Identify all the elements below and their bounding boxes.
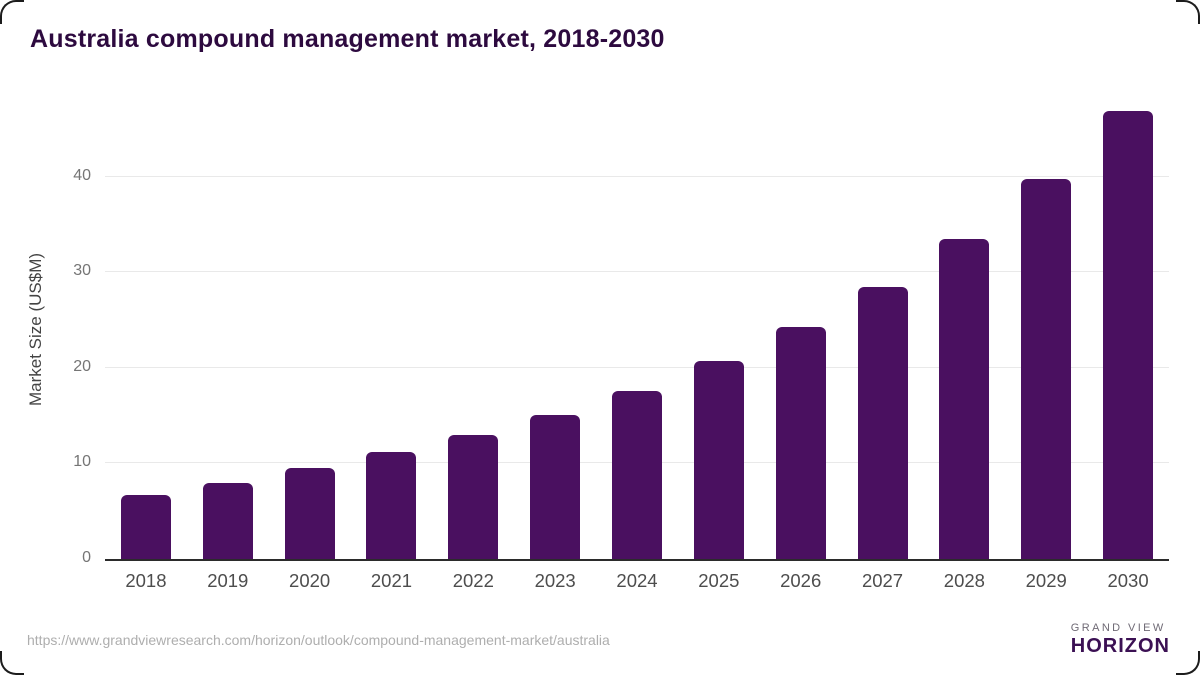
x-tick-label-2022: 2022 — [452, 570, 494, 591]
grand-view-horizon-logo: GRAND VIEW HORIZON — [1016, 618, 1170, 662]
bar-slot-2020 — [269, 100, 351, 559]
y-axis-title: Market Size (US$M) — [26, 252, 45, 407]
plot-area: 0 10 20 30 40 — [73, 100, 1169, 566]
bar-2029 — [1021, 179, 1072, 559]
x-tick-labels: 2018 2019 2020 2021 2022 2023 2024 2025 2026 2027… — [105, 570, 1169, 592]
bar-2030 — [1103, 111, 1154, 559]
x-tick-label-2030: 2030 — [1107, 570, 1149, 591]
bars-layer — [105, 100, 1169, 559]
logo-sun-dome — [1027, 630, 1048, 640]
x-tick-label-2018: 2018 — [125, 570, 167, 591]
bar-slot-2029 — [1005, 100, 1087, 559]
x-tick-label-2028: 2028 — [943, 570, 985, 591]
bar-slot-2019 — [187, 100, 269, 559]
card-corner-bottom-right — [1176, 651, 1200, 675]
bar-slot-2018 — [105, 100, 187, 559]
source-url: https://www.grandviewresearch.com/horizo… — [27, 632, 610, 648]
x-tick-label-2027: 2027 — [861, 570, 904, 591]
gridline-30 — [105, 271, 1169, 273]
logo-reflection-line-1 — [1030, 643, 1045, 646]
bar-slot-2030 — [1087, 100, 1169, 559]
bar-slot-2027 — [842, 100, 924, 559]
x-tick-label-2023: 2023 — [534, 570, 576, 591]
card-corner-top-right — [1176, 0, 1200, 24]
bar-slot-2024 — [596, 100, 678, 559]
bar-2025 — [693, 361, 744, 559]
y-tick-label-0: 0 — [82, 549, 91, 566]
x-tick-label-2029: 2029 — [1025, 570, 1067, 591]
logo-reflection-line-2 — [1033, 649, 1043, 652]
bar-slot-2023 — [514, 100, 596, 559]
x-tick-label-2020: 2020 — [289, 570, 331, 591]
x-tick-label-2021: 2021 — [370, 570, 413, 591]
x-tick-label-2019: 2019 — [207, 570, 249, 591]
bar-2020 — [284, 468, 335, 559]
bar-2021 — [366, 451, 417, 559]
card-corner-bottom-left — [0, 651, 24, 675]
bar-slot-2022 — [432, 100, 514, 559]
x-tick-label-2026: 2026 — [780, 570, 822, 591]
bar-2019 — [202, 482, 253, 559]
y-tick-label-20: 20 — [73, 357, 91, 375]
bar-2022 — [448, 434, 499, 559]
bar-2018 — [120, 494, 171, 559]
x-tick-label-2024: 2024 — [616, 570, 658, 591]
gridline-20 — [105, 366, 1169, 368]
y-tick-label-30: 30 — [73, 262, 91, 280]
gridline-40 — [105, 175, 1169, 177]
bar-2023 — [530, 414, 581, 559]
chart-title: Australia compound management market, 20… — [30, 25, 665, 53]
card-corner-top-left — [0, 0, 24, 24]
logo-brand-name: GRAND VIEW — [1070, 622, 1166, 635]
bar-2026 — [775, 326, 826, 559]
bar-2028 — [939, 238, 990, 559]
sunrise-horizon-icon — [1016, 618, 1060, 662]
bar-slot-2025 — [678, 100, 760, 559]
bar-slot-2021 — [351, 100, 433, 559]
bar-slot-2028 — [923, 100, 1005, 559]
logo-product-name: HORIZON — [1070, 634, 1170, 657]
y-tick-label-40: 40 — [73, 166, 91, 184]
logo-text: GRAND VIEW HORIZON — [1071, 622, 1170, 658]
x-tick-label-2025: 2025 — [698, 570, 740, 591]
bar-2027 — [857, 287, 908, 559]
bar-2024 — [611, 390, 662, 559]
bar-slot-2026 — [760, 100, 842, 559]
y-tick-label-10: 10 — [73, 453, 91, 471]
